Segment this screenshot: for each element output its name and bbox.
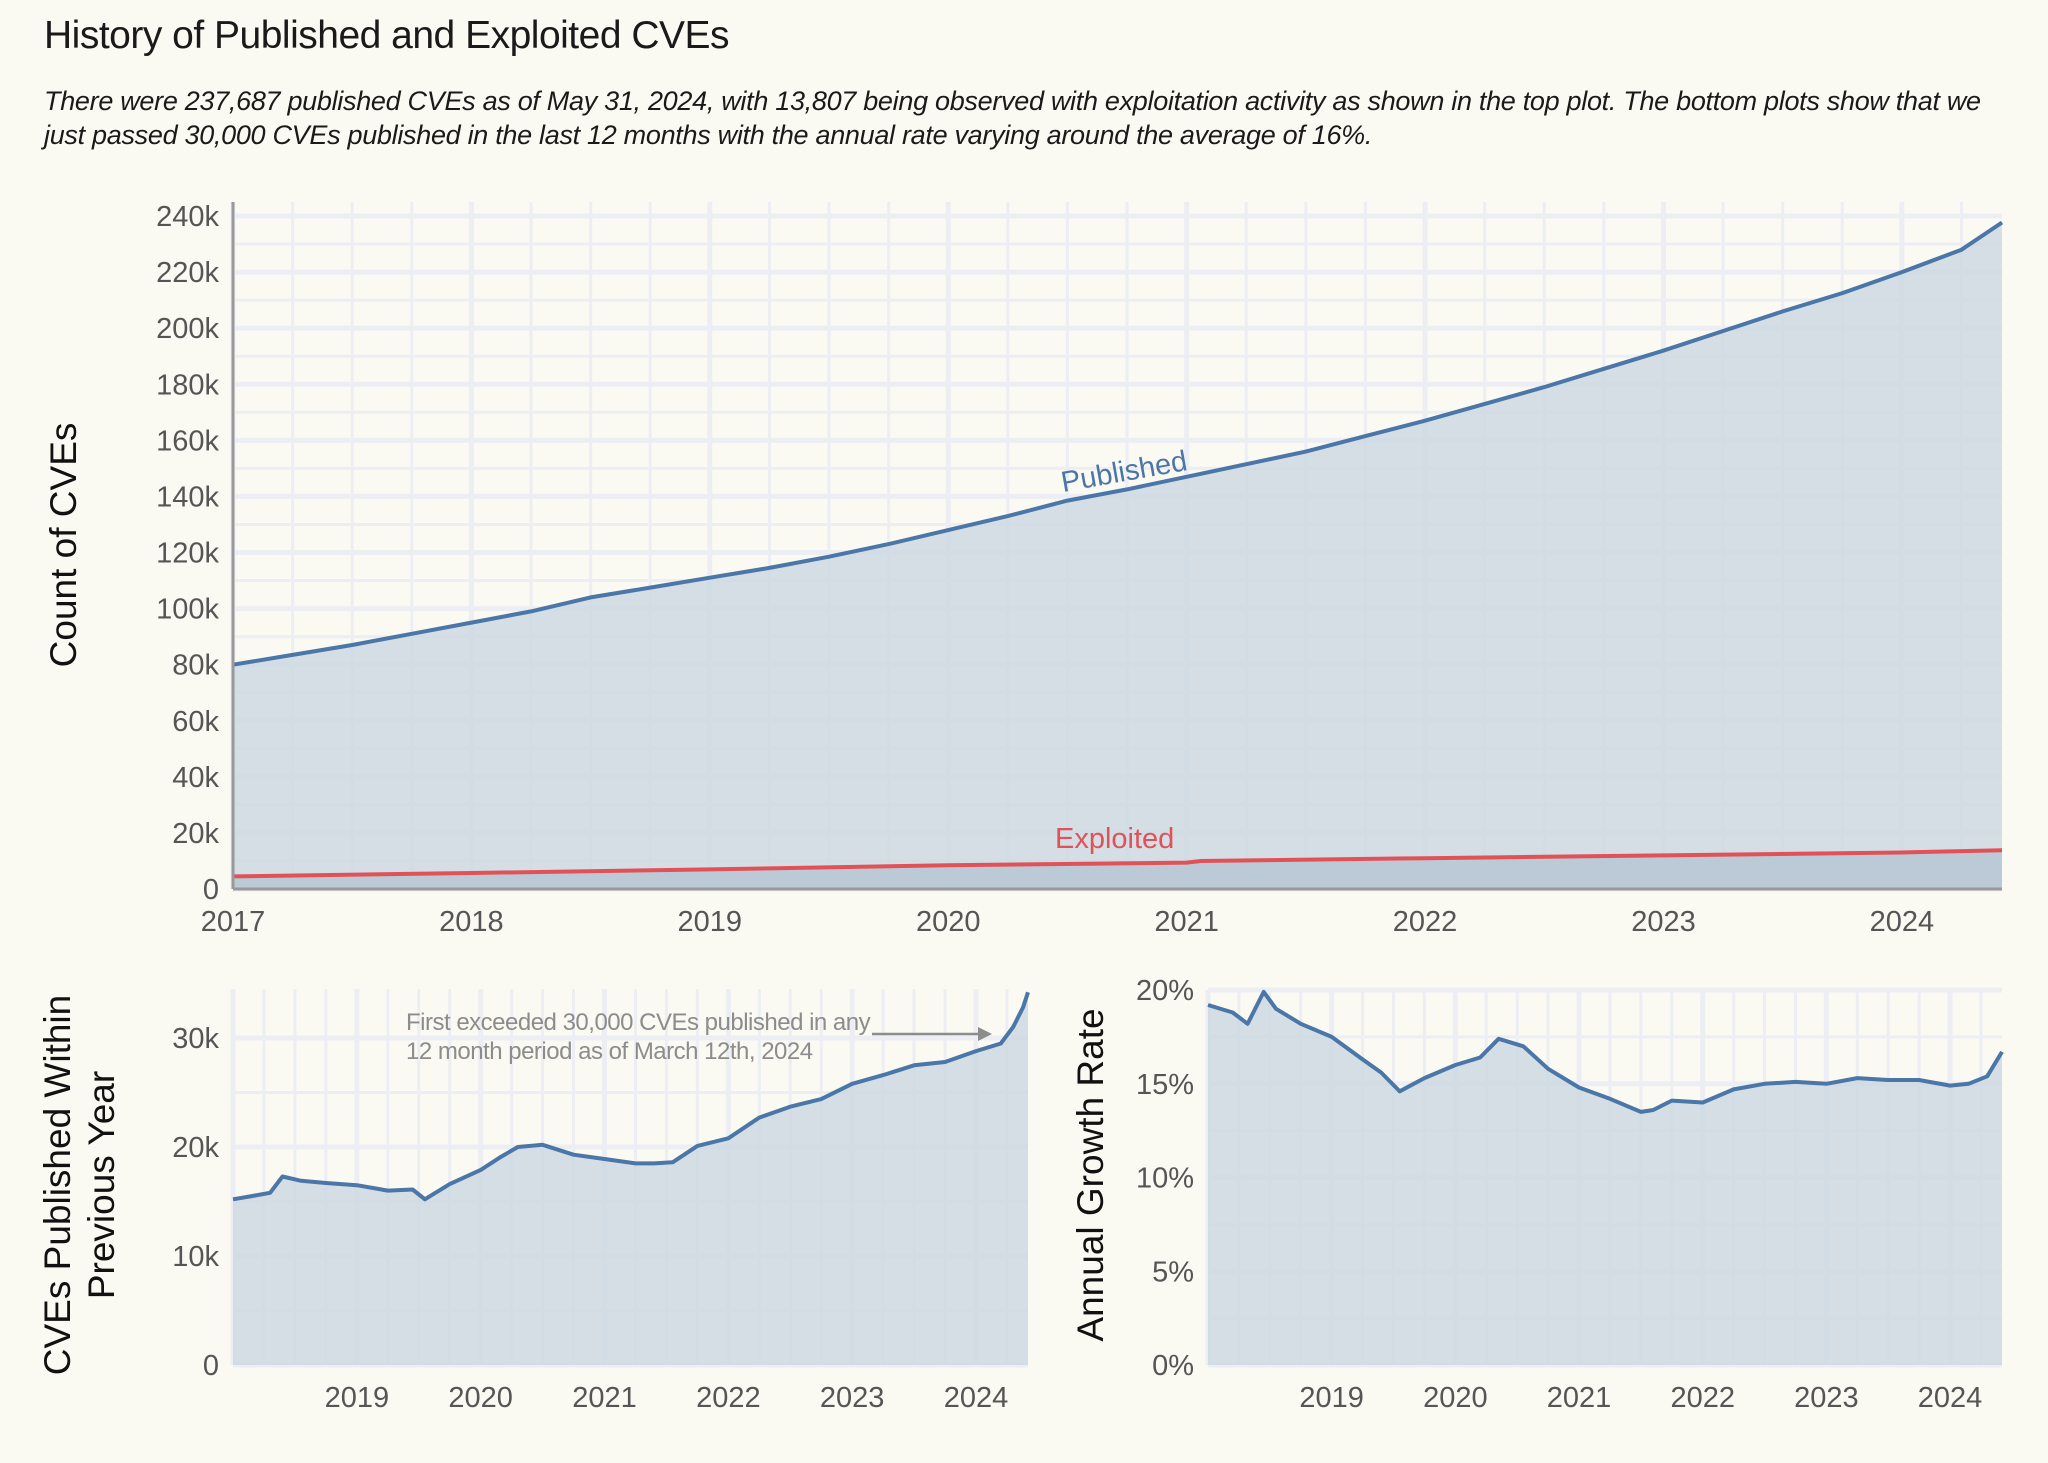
x-tick-label: 2019 — [325, 1382, 390, 1414]
y-tick-label: 80k — [172, 650, 219, 682]
x-tick-label: 2018 — [439, 906, 504, 938]
x-tick-label: 2019 — [678, 906, 743, 938]
right-ylabel: Annual Growth Rate — [1070, 1008, 1111, 1341]
published-line — [232, 220, 2004, 667]
x-tick-label: 2024 — [1918, 1382, 1983, 1414]
annotation-arrowhead — [978, 1027, 992, 1041]
y-tick-label: 0% — [1152, 1350, 1194, 1382]
x-tick-label: 2019 — [1299, 1382, 1364, 1414]
x-tick-label: 2024 — [1870, 906, 1935, 938]
y-tick-label: 20k — [172, 818, 219, 850]
y-tick-label: 0 — [203, 1350, 219, 1382]
x-tick-label: 2020 — [1423, 1382, 1488, 1414]
x-tick-label: 2017 — [201, 906, 266, 938]
exploited-series-label: Exploited — [1055, 823, 1174, 855]
x-tick-label: 2021 — [572, 1382, 637, 1414]
x-tick-label: 2020 — [916, 906, 981, 938]
x-tick-label: 2021 — [1154, 906, 1219, 938]
x-tick-label: 2024 — [944, 1382, 1009, 1414]
y-tick-label: 15% — [1136, 1069, 1194, 1101]
growth-rate-line — [1207, 989, 2004, 1114]
y-tick-label: 10% — [1136, 1163, 1194, 1195]
rolling-year-area — [233, 992, 1028, 1365]
y-tick-label: 0 — [203, 874, 219, 906]
left-ylabel: CVEs Published WithinPrevious Year — [37, 995, 122, 1375]
top-ylabel: Count of CVEs — [43, 423, 84, 668]
x-tick-label: 2022 — [696, 1382, 761, 1414]
growth-rate-area — [1208, 991, 2002, 1365]
y-tick-label: 30k — [172, 1023, 219, 1055]
exploited-line — [232, 848, 2003, 879]
y-tick-label: 140k — [156, 481, 219, 513]
x-tick-label: 2023 — [1794, 1382, 1859, 1414]
y-tick-label: 100k — [156, 594, 219, 626]
x-tick-label: 2021 — [1547, 1382, 1612, 1414]
annotation-line-1: First exceeded 30,000 CVEs published in … — [406, 1009, 871, 1036]
chart-subtitle: There were 237,687 published CVEs as of … — [44, 86, 1981, 150]
x-tick-label: 2023 — [820, 1382, 885, 1414]
y-tick-label: 200k — [156, 313, 219, 345]
rolling-year-line — [232, 991, 1030, 1202]
chart-title: History of Published and Exploited CVEs — [44, 14, 730, 57]
left-ylabel-line-2: Previous Year — [81, 1071, 122, 1299]
left-ylabel-line-1: CVEs Published Within — [37, 995, 78, 1375]
y-tick-label: 240k — [156, 201, 219, 233]
x-tick-label: 2023 — [1631, 906, 1696, 938]
y-tick-label: 20k — [172, 1132, 219, 1164]
y-tick-label: 220k — [156, 257, 219, 289]
exploited-area — [233, 850, 2002, 889]
y-tick-label: 10k — [172, 1241, 219, 1273]
annotation-line-2: 12 month period as of March 12th, 2024 — [406, 1038, 813, 1065]
y-tick-label: 5% — [1152, 1256, 1194, 1288]
published-area — [233, 222, 2002, 889]
y-tick-label: 60k — [172, 706, 219, 738]
x-tick-label: 2022 — [1670, 1382, 1735, 1414]
y-tick-label: 160k — [156, 425, 219, 457]
y-tick-label: 40k — [172, 762, 219, 794]
x-tick-label: 2020 — [448, 1382, 513, 1414]
y-tick-label: 120k — [156, 538, 219, 570]
y-tick-label: 20% — [1136, 975, 1194, 1007]
x-tick-label: 2022 — [1393, 906, 1458, 938]
y-tick-label: 180k — [156, 369, 219, 401]
